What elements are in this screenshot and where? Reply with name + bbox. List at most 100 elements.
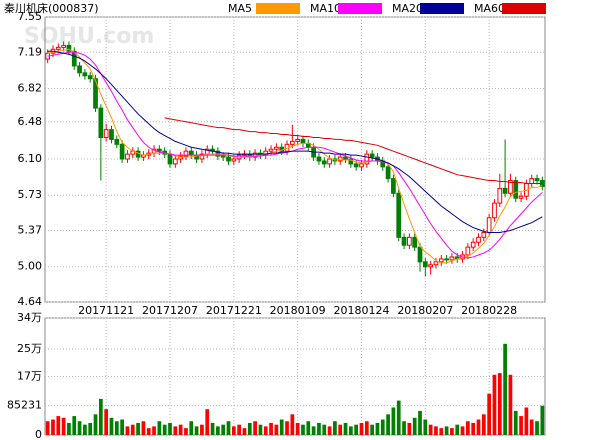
volume-bar bbox=[295, 422, 300, 435]
volume-bar bbox=[157, 421, 162, 435]
candle-body bbox=[438, 258, 444, 263]
candle-body bbox=[268, 148, 274, 152]
legend-swatch bbox=[338, 3, 382, 14]
candle-body bbox=[98, 107, 104, 138]
candle-body bbox=[422, 261, 428, 268]
candle-body bbox=[274, 146, 279, 150]
candle-body bbox=[183, 150, 189, 157]
candle-body bbox=[470, 241, 476, 248]
volume-bar bbox=[98, 398, 103, 435]
candle-body bbox=[492, 202, 497, 219]
volume-bar bbox=[386, 414, 390, 435]
legend-swatch bbox=[256, 3, 300, 14]
volume-bar bbox=[407, 422, 412, 435]
volume-bar bbox=[88, 422, 93, 435]
y-tick-label: 6.10 bbox=[18, 152, 43, 165]
candle-body bbox=[529, 178, 535, 184]
volume-bar bbox=[322, 424, 327, 435]
volume-bar bbox=[210, 422, 215, 435]
volume-bar bbox=[263, 426, 268, 435]
candle-body bbox=[401, 236, 407, 246]
candle-body bbox=[125, 153, 130, 160]
volume-bar bbox=[72, 416, 77, 435]
volume-bar bbox=[327, 426, 332, 435]
volume-bar bbox=[178, 424, 183, 435]
volume-bar bbox=[269, 422, 273, 435]
volume-bar bbox=[253, 421, 257, 435]
volume-bar bbox=[364, 421, 369, 435]
candle-body bbox=[337, 156, 343, 162]
candle-body bbox=[428, 264, 433, 268]
candle-body bbox=[343, 156, 348, 160]
candle-body bbox=[513, 180, 519, 199]
candle-body bbox=[82, 72, 88, 77]
volume-bar bbox=[497, 373, 502, 435]
candle-body bbox=[236, 154, 242, 160]
volume-bar bbox=[45, 421, 50, 435]
volume-bar bbox=[226, 421, 231, 435]
volume-bar bbox=[56, 416, 61, 435]
candle-body bbox=[348, 158, 354, 165]
candle-body bbox=[103, 129, 109, 138]
volume-bar bbox=[540, 405, 545, 435]
candle-body bbox=[231, 158, 237, 162]
candle-body bbox=[385, 166, 391, 180]
volume-bar bbox=[242, 428, 247, 435]
legend: MA5 MA10 MA20 MA60 bbox=[228, 2, 546, 15]
candle-body bbox=[55, 46, 61, 50]
volume-bar bbox=[194, 426, 199, 435]
candle-body bbox=[220, 155, 226, 158]
volume-bar bbox=[508, 374, 513, 435]
candle-body bbox=[93, 78, 98, 109]
volume-bar bbox=[412, 417, 417, 435]
volume-bar bbox=[83, 424, 87, 435]
y-tick-label: 7.55 bbox=[18, 10, 43, 23]
volume-bar bbox=[380, 419, 385, 435]
candle-body bbox=[359, 163, 364, 168]
ma-line bbox=[47, 50, 543, 233]
x-tick-label: 20180207 bbox=[397, 304, 453, 317]
legend-swatch bbox=[502, 3, 546, 14]
volume-bar bbox=[205, 409, 210, 435]
volume-bar bbox=[231, 426, 236, 435]
x-tick-label: 20180228 bbox=[461, 304, 517, 317]
candle-body bbox=[321, 160, 327, 165]
candle-body bbox=[476, 236, 481, 243]
candle-body bbox=[364, 153, 370, 165]
candle-body bbox=[109, 129, 114, 140]
volume-bar bbox=[136, 422, 140, 435]
candle-body bbox=[252, 152, 258, 158]
candle-body bbox=[369, 153, 375, 158]
candle-body bbox=[433, 261, 439, 266]
volume-bar bbox=[343, 422, 348, 435]
ma-line bbox=[164, 117, 543, 184]
candle-body bbox=[407, 236, 412, 246]
candle-body bbox=[119, 143, 125, 160]
y-tick-label: 7.19 bbox=[18, 45, 43, 58]
candle-body bbox=[497, 187, 503, 204]
volume-bar bbox=[51, 419, 55, 435]
volume-bar bbox=[109, 417, 114, 435]
x-tick-label: 20171221 bbox=[206, 304, 262, 317]
candle-body bbox=[444, 258, 449, 261]
volume-bar bbox=[114, 421, 119, 435]
candle-body bbox=[465, 246, 471, 256]
volume-bar bbox=[120, 419, 124, 435]
volume-bar bbox=[535, 421, 539, 435]
candle-body bbox=[77, 65, 82, 74]
volume-bar bbox=[184, 428, 188, 435]
volume-bar bbox=[444, 426, 449, 435]
legend-label: MA20 bbox=[392, 2, 423, 15]
candle-body bbox=[327, 158, 332, 165]
volume-bar bbox=[396, 400, 401, 435]
volume-bar bbox=[285, 421, 289, 435]
volume-bar bbox=[189, 421, 194, 435]
volume-bar bbox=[487, 393, 492, 435]
volume-bar bbox=[301, 424, 305, 435]
volume-bar bbox=[290, 414, 295, 435]
volume-bar bbox=[168, 422, 172, 435]
y-tick-label: 34万 bbox=[17, 311, 42, 324]
volume-bar bbox=[375, 422, 380, 435]
y-tick-label: 4.64 bbox=[18, 295, 43, 308]
volume-bar bbox=[152, 426, 156, 435]
